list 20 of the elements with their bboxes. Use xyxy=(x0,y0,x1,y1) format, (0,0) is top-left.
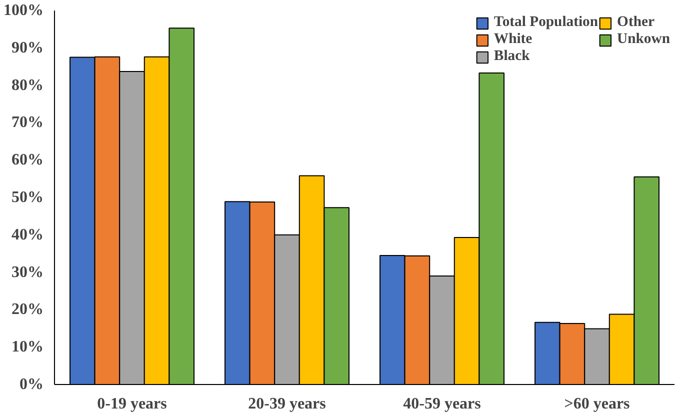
y-tick-label: 0% xyxy=(20,376,44,393)
y-tick-label: 20% xyxy=(12,301,44,318)
y-tick-label: 100% xyxy=(4,2,44,19)
legend-label: Total Population xyxy=(494,14,598,31)
legend-label: White xyxy=(494,31,532,48)
y-tick-label: 70% xyxy=(12,114,44,132)
y-tick-label: 80% xyxy=(12,76,44,94)
y-tick-label: 50% xyxy=(12,189,44,206)
y-tick-label: 40% xyxy=(12,226,44,244)
legend-label: Black xyxy=(494,48,530,65)
legend-label: Unkown xyxy=(617,31,670,48)
y-tick-label: 30% xyxy=(12,264,44,281)
legend-label: Other xyxy=(617,14,654,31)
x-tick-label: >60 years xyxy=(564,396,630,412)
x-tick-label: 40-59 years xyxy=(403,396,481,412)
y-tick-label: 90% xyxy=(12,39,44,56)
y-tick-label: 60% xyxy=(12,152,44,169)
y-tick-label: 10% xyxy=(12,338,44,356)
x-tick-label: 20-39 years xyxy=(248,396,326,412)
x-tick-label: 0-19 years xyxy=(97,396,167,412)
